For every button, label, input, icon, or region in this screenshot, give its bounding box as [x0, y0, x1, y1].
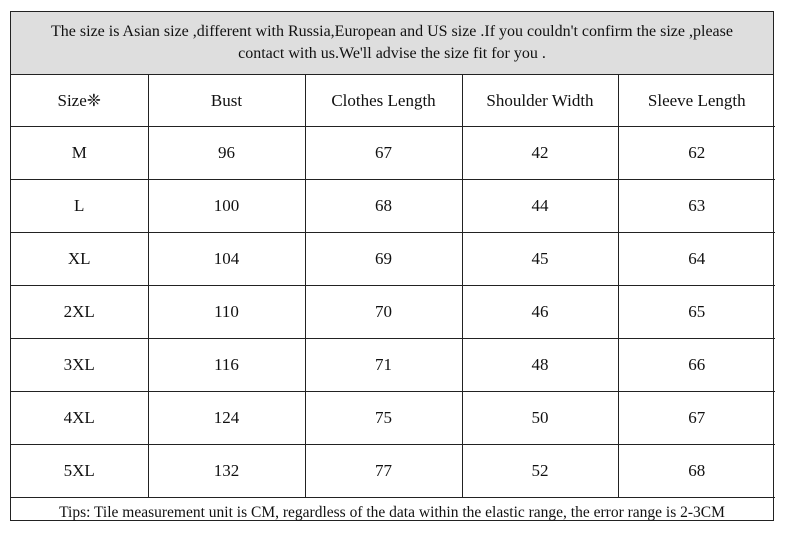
- table-row: 5XL 132 77 52 68: [11, 444, 775, 498]
- clothes-length-cell: 75: [305, 391, 463, 445]
- clothes-length-cell: 68: [305, 179, 463, 233]
- shoulder-width-cell: 42: [462, 126, 619, 180]
- header-bust: Bust: [148, 75, 306, 127]
- bust-cell: 124: [148, 391, 306, 445]
- table-row: 4XL 124 75 50 67: [11, 391, 775, 445]
- size-cell: XL: [11, 232, 149, 286]
- clothes-length-cell: 70: [305, 285, 463, 339]
- size-notice-line-2: contact with us.We'll advise the size fi…: [238, 45, 546, 62]
- table-row: M 96 67 42 62: [11, 126, 775, 180]
- table-header-row: Size❈ Bust Clothes Length Shoulder Width…: [11, 75, 775, 127]
- bust-cell: 96: [148, 126, 306, 180]
- shoulder-width-cell: 46: [462, 285, 619, 339]
- size-chart: The size is Asian size ,different with R…: [10, 11, 775, 521]
- sleeve-length-cell: 68: [618, 444, 775, 498]
- table-row: XL 104 69 45 64: [11, 232, 775, 286]
- size-notice-line-1: The size is Asian size ,different with R…: [51, 23, 733, 40]
- size-table: Size❈ Bust Clothes Length Shoulder Width…: [11, 75, 775, 498]
- shoulder-width-cell: 44: [462, 179, 619, 233]
- header-sleeve-length: Sleeve Length: [618, 75, 775, 127]
- shoulder-width-cell: 50: [462, 391, 619, 445]
- header-size: Size❈: [11, 75, 149, 127]
- sleeve-length-cell: 66: [618, 338, 775, 392]
- sleeve-length-cell: 67: [618, 391, 775, 445]
- header-shoulder-width: Shoulder Width: [462, 75, 619, 127]
- size-cell: 5XL: [11, 444, 149, 498]
- sleeve-length-cell: 62: [618, 126, 775, 180]
- bust-cell: 104: [148, 232, 306, 286]
- size-cell: 2XL: [11, 285, 149, 339]
- size-notice: The size is Asian size ,different with R…: [11, 12, 773, 75]
- size-cell: M: [11, 126, 149, 180]
- bust-cell: 100: [148, 179, 306, 233]
- bust-cell: 110: [148, 285, 306, 339]
- size-cell: 4XL: [11, 391, 149, 445]
- clothes-length-cell: 69: [305, 232, 463, 286]
- sleeve-length-cell: 63: [618, 179, 775, 233]
- size-cell: 3XL: [11, 338, 149, 392]
- clothes-length-cell: 77: [305, 444, 463, 498]
- shoulder-width-cell: 52: [462, 444, 619, 498]
- table-row: 3XL 116 71 48 66: [11, 338, 775, 392]
- shoulder-width-cell: 45: [462, 232, 619, 286]
- bust-cell: 132: [148, 444, 306, 498]
- sleeve-length-cell: 64: [618, 232, 775, 286]
- table-row: 2XL 110 70 46 65: [11, 285, 775, 339]
- clothes-length-cell: 71: [305, 338, 463, 392]
- header-clothes-length: Clothes Length: [305, 75, 463, 127]
- sleeve-length-cell: 65: [618, 285, 775, 339]
- clothes-length-cell: 67: [305, 126, 463, 180]
- table-row: L 100 68 44 63: [11, 179, 775, 233]
- size-cell: L: [11, 179, 149, 233]
- shoulder-width-cell: 48: [462, 338, 619, 392]
- bust-cell: 116: [148, 338, 306, 392]
- measurement-tips: Tips: Tile measurement unit is CM, regar…: [59, 503, 725, 521]
